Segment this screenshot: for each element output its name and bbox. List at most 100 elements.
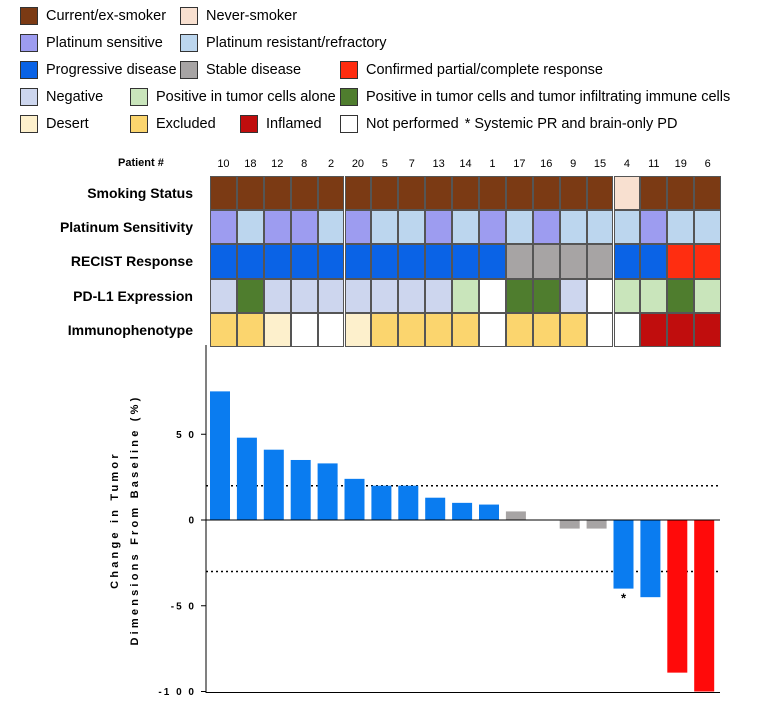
patient-id-label: 9 — [570, 158, 577, 170]
legend-label: Platinum resistant/refractory — [206, 35, 387, 51]
heatmap-cell — [613, 175, 641, 210]
heatmap-cell — [371, 244, 399, 279]
legend-item: Never-smoker — [180, 6, 297, 26]
heatmap-cell — [236, 209, 264, 245]
legend-swatch — [130, 115, 148, 133]
heatmap-cell — [694, 313, 722, 348]
legend-swatch — [20, 34, 38, 52]
legend-label: Confirmed partial/complete response — [366, 62, 603, 78]
heatmap-cell — [505, 209, 533, 245]
y-axis-label: Dimensions From Baseline (%) — [129, 395, 141, 646]
legend-label: Current/ex-smoker — [46, 8, 167, 24]
legend-item: Current/ex-smoker — [20, 6, 166, 26]
patient-id-label: 15 — [593, 158, 607, 170]
legend-swatch — [240, 115, 258, 133]
legend-item: Not performed * Systemic PR and brain-onl… — [340, 114, 677, 134]
heatmap-cell — [667, 209, 695, 245]
heatmap-cell — [290, 278, 318, 314]
patient-id-label: 19 — [674, 158, 687, 170]
heatmap-cell — [398, 313, 426, 348]
bar-10 — [210, 391, 230, 520]
bar-6 — [694, 520, 715, 692]
heatmap-cell — [425, 278, 453, 314]
heatmap-cell — [505, 175, 533, 210]
heatmap-cell — [559, 278, 587, 314]
legend-swatch — [340, 115, 358, 133]
heatmap-cell — [263, 313, 291, 348]
bar-8 — [290, 459, 311, 520]
heatmap-cell — [290, 313, 318, 348]
legend-row: Current/ex-smoker Never-smoker — [20, 6, 770, 33]
heatmap-cell — [640, 209, 668, 245]
heatmap-cell — [586, 313, 614, 348]
heatmap-cell — [344, 244, 372, 279]
heatmap-cell — [452, 244, 479, 279]
heatmap-cell — [371, 278, 399, 314]
heatmap-cell — [263, 244, 291, 279]
patient-id-label: 7 — [408, 158, 415, 170]
patient-id-label: 6 — [704, 158, 711, 170]
legend-row: Platinum sensitive Platinum resistant/ref… — [20, 33, 770, 60]
heatmap-cell — [694, 244, 722, 279]
heatmap-cell — [210, 209, 237, 245]
heatmap-cell — [263, 209, 291, 245]
heatmap-cell — [398, 244, 426, 279]
legend-label: Platinum sensitive — [46, 35, 163, 51]
heatmap-cell — [694, 278, 722, 314]
patient-id-label: 11 — [648, 158, 660, 170]
heatmap-row-label: RECIST Response — [70, 253, 193, 270]
patient-id-label: 8 — [301, 158, 308, 170]
heatmap-cell — [613, 209, 641, 245]
heatmap-cell — [694, 209, 722, 245]
legend-item: Stable disease — [180, 60, 301, 80]
heatmap-cell — [505, 244, 533, 279]
patient-id-label: 1 — [489, 158, 496, 170]
heatmap-cell — [559, 175, 587, 210]
heatmap-cell — [586, 175, 614, 210]
heatmap-cell — [559, 244, 587, 279]
patient-id-label: 10 — [217, 158, 230, 170]
legend-label: Desert — [46, 116, 89, 132]
heatmap-cell — [236, 244, 264, 279]
bar-17 — [505, 511, 526, 520]
annotation-asterisk: * — [621, 591, 627, 606]
heatmap-cell — [479, 209, 506, 245]
heatmap-cell — [559, 209, 587, 245]
bar-20 — [344, 478, 365, 520]
legend-label: Inflamed — [266, 116, 322, 132]
heatmap-cell — [479, 175, 506, 210]
bar-1 — [479, 504, 499, 520]
heatmap-cell — [317, 313, 345, 348]
legend-swatch — [340, 61, 358, 79]
heatmap-cell — [210, 278, 237, 314]
heatmap-cell — [317, 175, 345, 210]
legend-item: Confirmed partial/complete response — [340, 60, 603, 80]
heatmap-cell — [398, 278, 426, 314]
legend-item: Inflamed — [240, 114, 322, 134]
y-tick-label: -5 0 — [171, 601, 196, 612]
heatmap-cell — [532, 278, 560, 314]
heatmap-cell — [290, 175, 318, 210]
y-tick-label: -1 0 0 — [158, 687, 196, 698]
heatmap-row-label: Platinum Sensitivity — [59, 218, 193, 235]
patient-id-label: 4 — [623, 158, 630, 170]
legend-row: Negative Positive in tumor cells alone Pos… — [20, 87, 770, 114]
heatmap-cell — [452, 313, 479, 348]
heatmap-cell — [505, 278, 533, 314]
heatmap-cell — [371, 209, 399, 245]
heatmap-cell — [210, 313, 237, 348]
heatmap-cell — [667, 313, 695, 348]
legend-label: Excluded — [156, 116, 216, 132]
legend-swatch — [180, 7, 198, 25]
bar-18 — [236, 437, 257, 520]
heatmap-cell — [479, 244, 506, 279]
heatmap-cell — [586, 278, 614, 314]
heatmap-cell — [344, 209, 372, 245]
heatmap-cell — [694, 175, 722, 210]
bar-12 — [263, 449, 284, 520]
bar-15 — [586, 520, 607, 529]
legend-row: Progressive disease Stable disease Confirm… — [20, 60, 770, 87]
bar-4 — [613, 520, 634, 589]
heatmap-cell — [532, 244, 560, 279]
